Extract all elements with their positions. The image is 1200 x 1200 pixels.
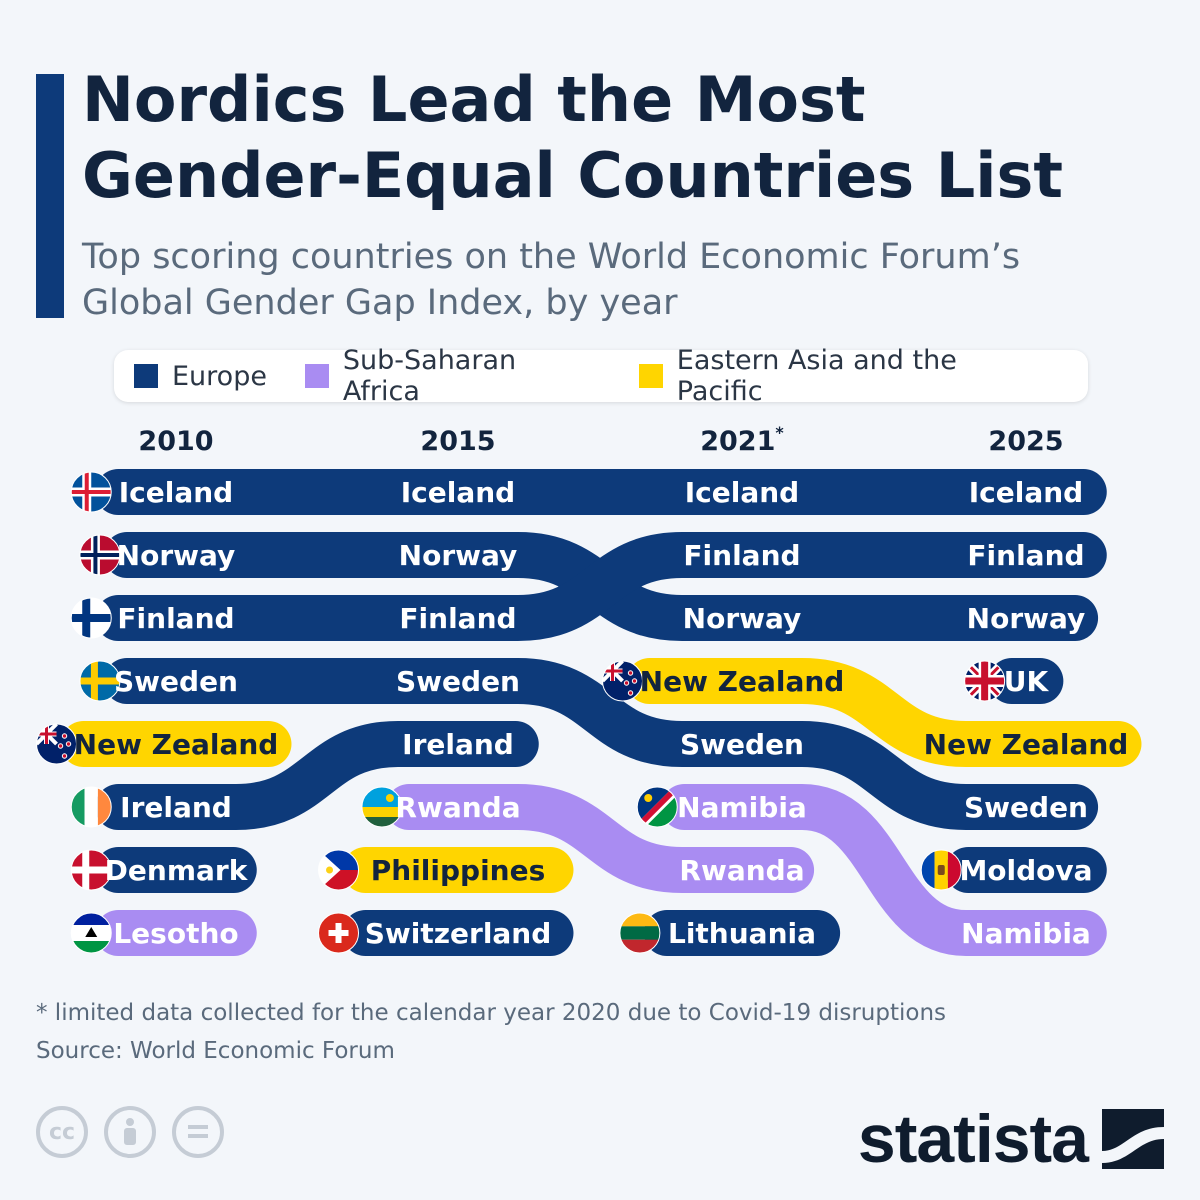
sweden-flag-icon <box>79 660 121 702</box>
lithuania-flag-icon <box>619 912 661 954</box>
country-labels: Iceland Norway Finland Sweden New Zealand Ire… <box>74 476 1129 950</box>
philippines-flag-icon <box>318 849 360 891</box>
denmark-flag-icon <box>70 849 112 891</box>
namibia-flag-icon <box>636 786 678 828</box>
legend-label-europe: Europe <box>172 360 267 392</box>
new-zealand-flag-icon <box>36 723 78 765</box>
track-new-zealand-2 <box>626 658 1142 767</box>
track-sweden-0 <box>103 658 1099 830</box>
country-tracks <box>60 469 1142 956</box>
country-label-finland-2010: Finland <box>117 602 234 635</box>
title-accent-bar <box>36 74 64 318</box>
uk-flag-icon <box>964 660 1006 702</box>
legend: Europe Sub-Saharan Africa Eastern Asia a… <box>114 345 1088 407</box>
rwanda-flag-icon <box>361 786 403 828</box>
track-rwanda-1 <box>385 784 815 893</box>
year-header-2021: 2021* <box>700 423 784 457</box>
country-label-iceland-2025: Iceland <box>969 476 1083 509</box>
country-label-iceland-2015: Iceland <box>401 476 515 509</box>
legend-item-eastern-asia-pacific: Eastern Asia and the Pacific <box>638 345 1050 407</box>
country-label-namibia-2021: Namibia <box>677 791 807 824</box>
track-namibia-2 <box>661 784 1107 956</box>
license-icons: cc <box>36 1106 240 1158</box>
norway-flag-icon <box>79 534 121 576</box>
track-finland-0 <box>95 532 1107 641</box>
legend-swatch-europe <box>134 364 158 388</box>
country-label-new-zealand-2010: New Zealand <box>74 728 279 761</box>
country-label-new-zealand-2025: New Zealand <box>924 728 1129 761</box>
country-label-norway-2015: Norway <box>399 539 518 572</box>
country-label-finland-2021: Finland <box>683 539 800 572</box>
country-label-uk-2025: UK <box>1004 665 1050 698</box>
country-label-sweden-2015: Sweden <box>396 665 520 698</box>
country-label-namibia-2025: Namibia <box>961 917 1091 950</box>
country-label-ireland-2015: Ireland <box>402 728 514 761</box>
statista-logo-icon <box>1102 1109 1164 1169</box>
no-derivatives-icon[interactable] <box>172 1106 224 1158</box>
country-label-norway-2010: Norway <box>117 539 236 572</box>
country-label-rwanda-2015: Rwanda <box>395 791 520 824</box>
track-ireland-0 <box>95 721 539 830</box>
year-header-2010: 2010 <box>138 426 213 457</box>
legend-swatch-eastern-asia-pacific <box>638 364 663 388</box>
creative-commons-icon[interactable]: cc <box>36 1106 88 1158</box>
attribution-icon[interactable] <box>104 1106 156 1158</box>
country-label-switzerland-2015: Switzerland <box>365 917 552 950</box>
switzerland-flag-icon <box>318 912 360 954</box>
legend-item-europe: Europe <box>134 361 267 392</box>
legend-label-eastern-asia-pacific: Eastern Asia and the Pacific <box>676 345 957 407</box>
legend-label-sub-saharan-africa: Sub-Saharan Africa <box>342 345 517 407</box>
country-label-norway-2025: Norway <box>967 602 1086 635</box>
ireland-flag-icon <box>70 786 112 828</box>
chart-title: Nordics Lead the Most Gender-Equal Count… <box>82 63 1064 212</box>
country-label-finland-2015: Finland <box>399 602 516 635</box>
year-header-2025: 2025 <box>988 426 1063 457</box>
year-header-2015: 2015 <box>420 426 495 457</box>
country-label-lithuania-2021: Lithuania <box>668 917 816 950</box>
source-note: Source: World Economic Forum <box>36 1038 395 1064</box>
moldova-flag-icon <box>920 849 962 891</box>
country-label-iceland-2010: Iceland <box>119 476 233 509</box>
country-label-moldova-2025: Moldova <box>959 854 1092 887</box>
country-label-iceland-2021: Iceland <box>685 476 799 509</box>
brand[interactable]: statista <box>858 1100 1164 1178</box>
new-zealand-flag-icon <box>602 660 644 702</box>
legend-swatch-sub-saharan-africa <box>304 364 329 388</box>
finland-flag-icon <box>70 597 112 639</box>
country-label-philippines-2015: Philippines <box>371 854 546 887</box>
country-label-sweden-2021: Sweden <box>680 728 804 761</box>
iceland-flag-icon <box>70 471 112 513</box>
country-label-ireland-2010: Ireland <box>120 791 232 824</box>
lesotho-flag-icon <box>70 912 112 954</box>
country-label-lesotho-2010: Lesotho <box>113 917 238 950</box>
country-label-sweden-2025: Sweden <box>964 791 1088 824</box>
legend-item-sub-saharan-africa: Sub-Saharan Africa <box>304 345 601 407</box>
country-label-denmark-2010: Denmark <box>105 854 249 887</box>
country-label-finland-2025: Finland <box>967 539 1084 572</box>
brand-name: statista <box>857 1101 1089 1177</box>
country-label-new-zealand-2021: New Zealand <box>640 665 845 698</box>
country-label-rwanda-2021: Rwanda <box>679 854 804 887</box>
chart-subtitle: Top scoring countries on the World Econo… <box>82 237 1021 323</box>
country-label-sweden-2010: Sweden <box>114 665 238 698</box>
country-label-norway-2021: Norway <box>683 602 802 635</box>
footnote: * limited data collected for the calenda… <box>36 1000 947 1026</box>
